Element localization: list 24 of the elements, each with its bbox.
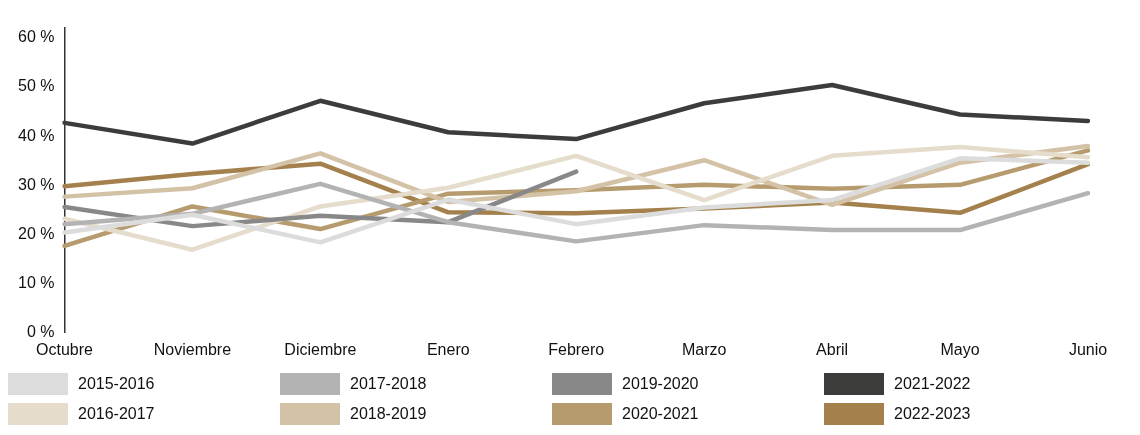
legend-label: 2020-2021 [622, 405, 699, 423]
x-tick-label: Marzo [681, 340, 727, 358]
y-tick-label: 60 % [18, 28, 55, 46]
legend-label: 2021-2022 [894, 375, 971, 393]
legend-label: 2022-2023 [894, 405, 971, 423]
y-tick-label: 40 % [18, 126, 55, 144]
y-tick-label: 10 % [18, 274, 55, 292]
x-tick-label: Enero [426, 340, 470, 358]
y-tick-label: 30 % [18, 175, 55, 193]
x-tick-label: Febrero [548, 340, 605, 358]
x-tick-label: Abril [816, 340, 849, 358]
legend-label: 2015-2016 [78, 375, 155, 393]
y-tick-label: 20 % [18, 224, 55, 242]
y-tick-label: 0 % [26, 323, 55, 341]
legend-label: 2016-2017 [78, 405, 155, 423]
x-tick-label: Noviembre [153, 340, 232, 358]
y-tick-label: 50 % [18, 77, 55, 95]
x-tick-label: Diciembre [284, 340, 357, 358]
x-tick-label: Mayo [940, 340, 980, 358]
legend-label: 2018-2019 [350, 405, 427, 423]
legend-label: 2019-2020 [622, 375, 699, 393]
x-tick-label: Octubre [36, 340, 94, 358]
legend-label: 2017-2018 [350, 375, 427, 393]
x-tick-label: Junio [1068, 340, 1108, 358]
